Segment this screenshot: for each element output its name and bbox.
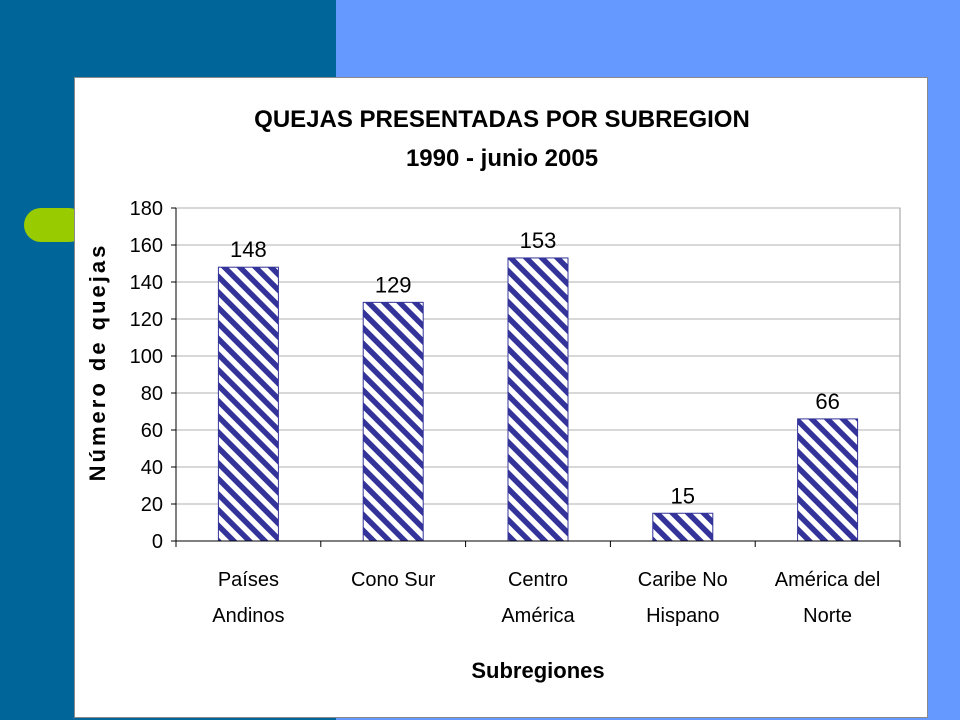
bars: 148 129 153 15 66 [217, 228, 859, 542]
chart-frame [74, 77, 928, 718]
y-tick-label: 20 [141, 494, 163, 516]
data-label: 15 [671, 483, 695, 508]
bar [507, 257, 569, 542]
chart-subtitle: 1990 - junio 2005 [406, 145, 598, 172]
x-category-label: Hispano [646, 605, 719, 627]
x-category-label: Caribe No [638, 569, 728, 591]
x-axis-title: Subregiones [471, 658, 604, 683]
x-category-label: Cono Sur [351, 569, 436, 591]
bar [652, 512, 714, 542]
data-label: 153 [520, 228, 557, 253]
y-tick-label: 40 [141, 457, 163, 479]
y-tick-label: 60 [141, 420, 163, 442]
data-label: 66 [815, 389, 839, 414]
y-tick-label: 100 [130, 346, 163, 368]
y-tick-label: 120 [130, 309, 163, 331]
x-category-label: América [501, 605, 575, 627]
x-category-label: Países [218, 569, 279, 591]
y-tick-label: 80 [141, 383, 163, 405]
y-tick-label: 140 [130, 272, 163, 294]
data-label: 129 [375, 272, 412, 297]
bar [797, 418, 859, 542]
x-category-label: América del [775, 569, 881, 591]
data-label: 148 [230, 237, 267, 262]
x-category-label: Centro [508, 569, 568, 591]
x-category-label: Norte [803, 605, 852, 627]
x-axis: Países Andinos Cono Sur Centro América Caribe… [175, 540, 901, 627]
y-axis-title: Número de quejas [85, 243, 110, 482]
y-axis: 0 20 40 60 80 100 120 140 160 180 [130, 198, 177, 553]
x-category-label: Andinos [212, 605, 284, 627]
bar [217, 266, 279, 542]
y-tick-label: 160 [130, 235, 163, 257]
y-tick-label: 180 [130, 198, 163, 220]
chart-title: QUEJAS PRESENTADAS POR SUBREGION [254, 106, 750, 133]
bar [362, 301, 424, 542]
y-tick-label: 0 [152, 531, 163, 553]
